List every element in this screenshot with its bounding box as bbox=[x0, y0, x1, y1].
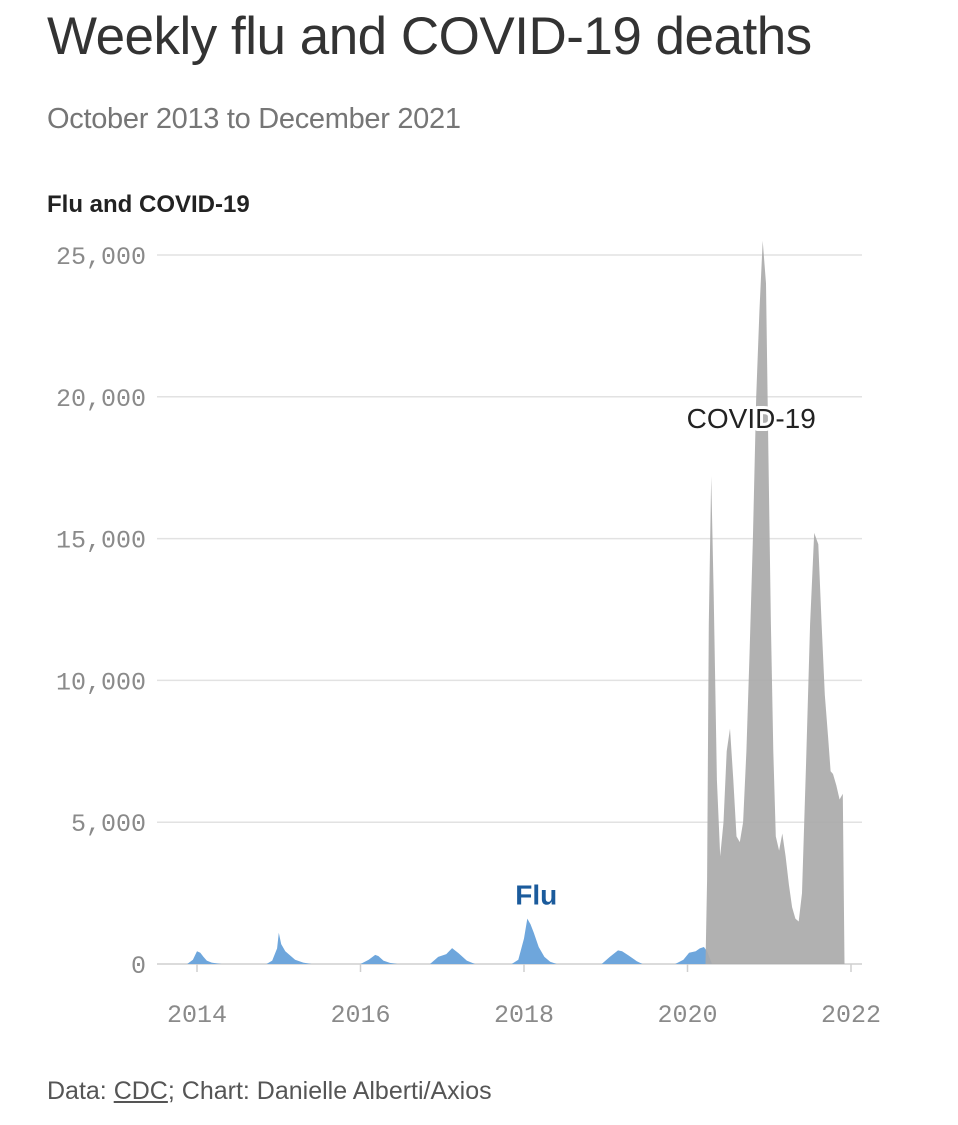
annotation-layer: COVID-19 Flu bbox=[512, 400, 819, 913]
y-tick-label: 15,000 bbox=[56, 527, 146, 556]
x-tick-label: 2016 bbox=[330, 1001, 390, 1030]
x-tick-label: 2018 bbox=[494, 1001, 554, 1030]
annotation-flu: Flu bbox=[515, 879, 557, 910]
data-source-link[interactable]: CDC bbox=[113, 1077, 168, 1105]
tick-layer: 0 5,000 10,000 15,000 20,000 25,000 2014 2016 20… bbox=[56, 243, 881, 1030]
y-tick-label: 20,000 bbox=[56, 385, 146, 414]
footer-credit: ; Chart: Danielle Alberti/Axios bbox=[167, 1077, 492, 1105]
series-area-covid bbox=[705, 240, 845, 965]
annotation-covid: COVID-19 bbox=[687, 403, 816, 434]
y-tick-label: 0 bbox=[131, 952, 146, 981]
x-tick-label: 2014 bbox=[167, 1001, 227, 1030]
chart-subtitle: October 2013 to December 2021 bbox=[47, 103, 461, 135]
y-tick-label: 25,000 bbox=[56, 243, 146, 272]
chart-svg: 0 5,000 10,000 15,000 20,000 25,000 2014 2016 20… bbox=[56, 240, 881, 1030]
x-tick-label: 2020 bbox=[657, 1001, 717, 1030]
chart-title: Weekly flu and COVID-19 deaths bbox=[47, 7, 812, 66]
series-area-flu bbox=[187, 918, 712, 964]
y-tick-label: 10,000 bbox=[56, 668, 146, 697]
y-axis-title: Flu and COVID-19 bbox=[47, 191, 250, 218]
footer-data-prefix: Data: bbox=[47, 1077, 114, 1105]
y-tick-label: 5,000 bbox=[71, 810, 146, 839]
x-tick-label: 2022 bbox=[821, 1001, 881, 1030]
chart-footer: Data: CDC; Chart: Danielle Alberti/Axios bbox=[47, 1077, 492, 1106]
area-layer bbox=[187, 240, 845, 965]
